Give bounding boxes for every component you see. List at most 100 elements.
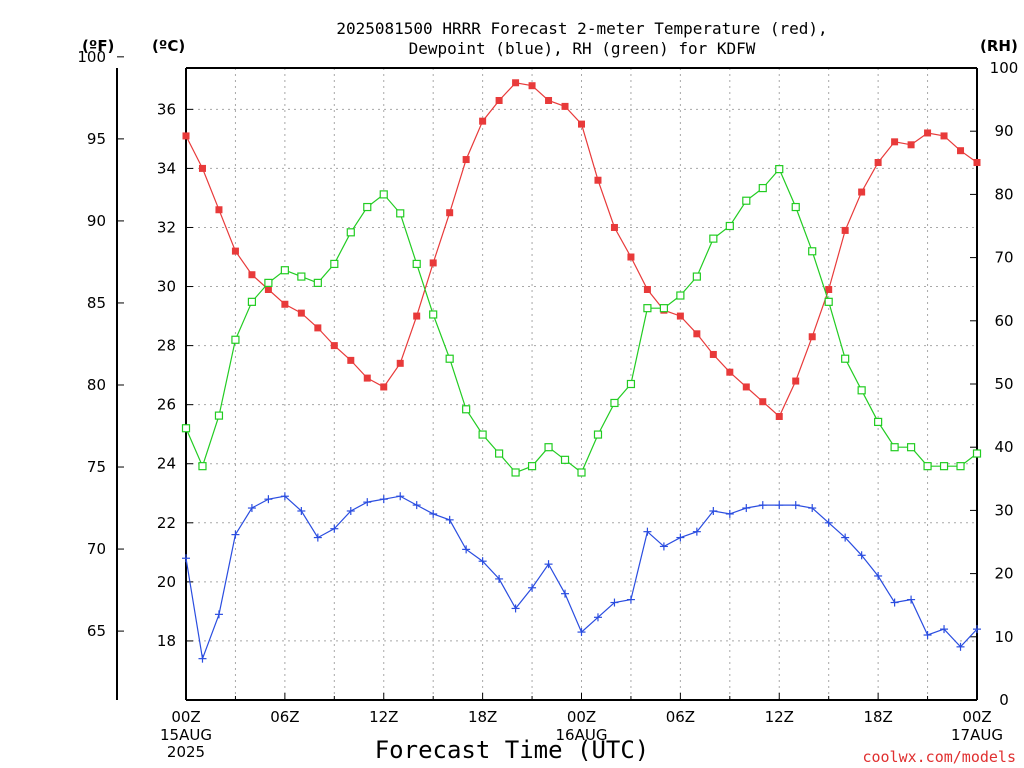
x-tick-label: 18Z — [468, 708, 497, 726]
rh-tick-label: 80 — [994, 185, 1013, 203]
rh-point — [906, 443, 916, 452]
dewpoint-point — [445, 515, 454, 524]
rh-point — [659, 304, 668, 313]
dewpoint-point — [182, 554, 190, 563]
rh-point — [593, 430, 603, 439]
fahrenheit-tick-label: 75 — [87, 458, 106, 476]
rh-point — [363, 202, 372, 212]
temperature-point — [841, 226, 849, 234]
temperature-point — [330, 342, 338, 350]
dewpoint-point — [363, 498, 372, 507]
rh-point — [412, 259, 421, 269]
rh-point — [346, 228, 355, 237]
rh-tick-label: 90 — [994, 122, 1013, 140]
rh-point — [511, 468, 520, 477]
celsius-tick-label: 24 — [157, 455, 176, 473]
temperature-point — [709, 350, 717, 358]
temperature-point — [578, 120, 585, 128]
dewpoint-point — [313, 533, 322, 542]
rh-point — [198, 462, 207, 471]
temperature-point — [726, 368, 734, 376]
temperature-point — [891, 138, 899, 146]
rh-point — [313, 278, 322, 287]
dewpoint-point — [791, 501, 800, 510]
temperature-point — [479, 117, 487, 125]
rh-point — [214, 411, 224, 420]
fahrenheit-tick-label: 95 — [87, 130, 106, 148]
dewpoint-point — [824, 518, 833, 527]
temperature-point — [693, 330, 701, 338]
rh-point — [742, 196, 751, 205]
dewpoint-point — [956, 642, 965, 651]
celsius-unit-label: (ºC) — [152, 37, 185, 55]
x-tick-label: 00Z — [171, 708, 200, 726]
rh-point — [841, 354, 850, 363]
temperature-point — [643, 285, 651, 293]
dewpoint-point — [412, 501, 421, 510]
dewpoint-point — [890, 598, 899, 607]
dewpoint-point — [396, 492, 405, 501]
temperature-point — [512, 79, 520, 87]
rh-point — [890, 443, 899, 452]
dewpoint-point — [973, 625, 981, 634]
rh-tick-label: 30 — [994, 501, 1013, 519]
rh-point — [972, 449, 982, 458]
rh-point — [939, 462, 949, 471]
rh-point — [775, 165, 784, 174]
x-axis-title: Forecast Time (UTC) — [375, 736, 650, 764]
rh-point — [280, 266, 289, 275]
dewpoint-point — [429, 509, 438, 518]
dewpoint-point — [709, 506, 718, 515]
rh-point — [544, 443, 553, 452]
fahrenheit-tick-label: 70 — [87, 540, 106, 558]
rh-point — [527, 462, 537, 471]
dewpoint-point — [857, 551, 866, 560]
temperature-point — [924, 129, 932, 137]
temperature-point — [314, 324, 322, 332]
temperature-point — [462, 156, 470, 164]
fahrenheit-unit-label: (ºF) — [82, 37, 114, 55]
temperature-point — [742, 383, 750, 391]
rh-point — [692, 272, 701, 281]
chart-title-line1: 2025081500 HRRR Forecast 2-meter Tempera… — [336, 19, 827, 38]
rh-tick-label: 10 — [994, 628, 1013, 646]
temperature-point — [973, 159, 981, 167]
dewpoint-point — [330, 524, 339, 533]
dewpoint-point — [725, 509, 734, 518]
rh-point — [396, 209, 405, 218]
temperature-point — [182, 132, 190, 140]
rh-tick-label: 100 — [990, 59, 1019, 77]
tick-labels: 18 20 22 24 26 28 30 32 34 36 65 70 75 80 85 90 95 100 0 10… — [77, 48, 1018, 761]
dewpoint-point — [495, 574, 504, 583]
x-tick-label: 12Z — [765, 708, 794, 726]
temperature-point — [907, 141, 915, 149]
x-tick-year-label: 2025 — [167, 743, 205, 761]
temperature-point — [940, 132, 948, 140]
rh-point — [495, 449, 504, 458]
rh-point — [626, 379, 636, 389]
dewpoint-point — [577, 628, 586, 637]
rh-point — [181, 424, 191, 433]
rh-point — [874, 417, 883, 427]
temperature-point — [215, 206, 223, 214]
rh-point — [610, 398, 619, 408]
rh-point — [379, 190, 388, 199]
celsius-tick-label: 20 — [157, 573, 176, 591]
x-tick-label: 18Z — [863, 708, 892, 726]
rh-tick-label: 20 — [994, 565, 1013, 583]
rh-point — [643, 304, 652, 313]
temperature-point — [676, 312, 684, 320]
dewpoint-point — [247, 504, 256, 513]
temperature-point — [874, 159, 882, 167]
dewpoint-point — [297, 506, 306, 515]
x-tick-date-label: 16AUG — [556, 726, 608, 744]
x-tick-label: 06Z — [270, 708, 299, 726]
dewpoint-point — [231, 530, 240, 539]
temperature-point — [561, 102, 569, 110]
dewpoint-point — [659, 542, 668, 551]
rh-point — [725, 221, 734, 231]
temperature-point — [446, 209, 454, 217]
rh-point — [297, 272, 306, 281]
dewpoint-point — [758, 501, 767, 510]
series-layer — [181, 79, 982, 663]
